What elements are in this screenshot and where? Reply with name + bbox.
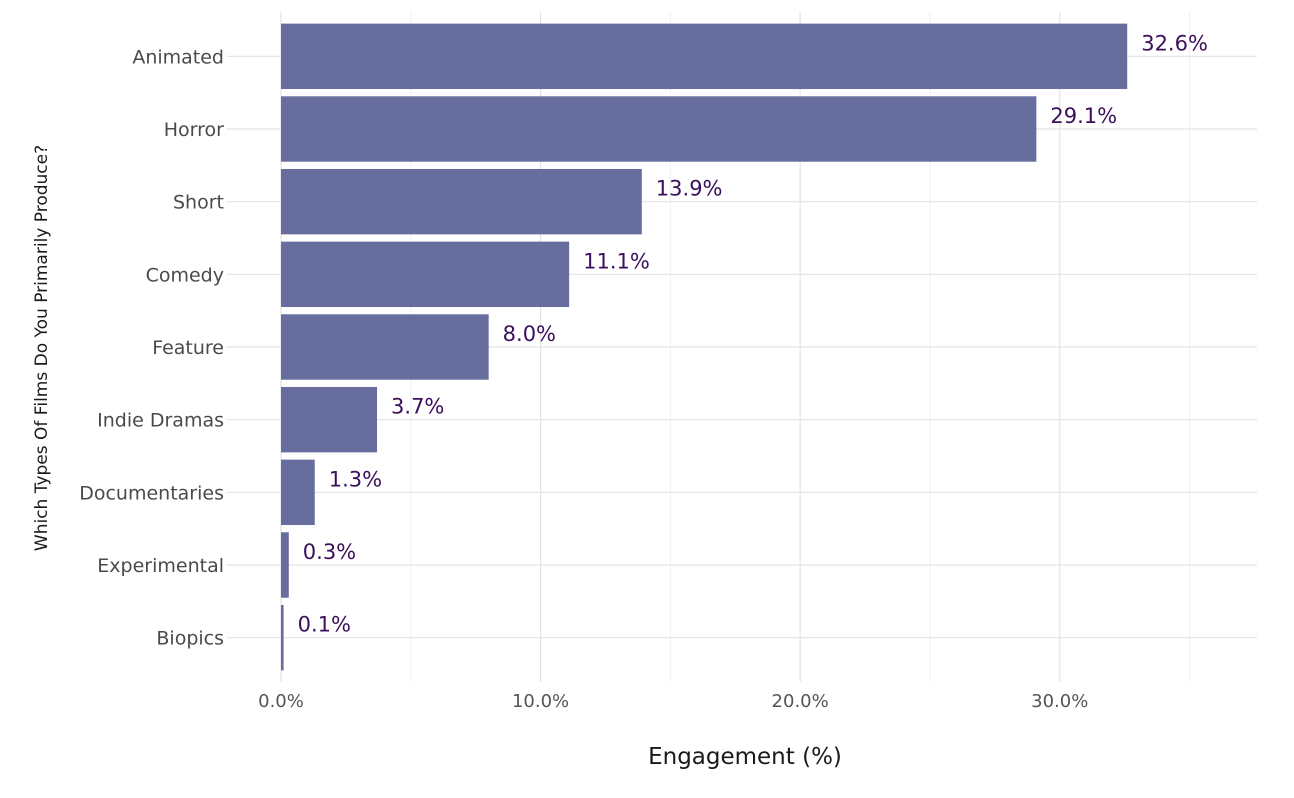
bar-short (281, 168, 642, 235)
bar-biopics (281, 604, 284, 671)
data-label: 0.3% (303, 540, 356, 564)
y-tick-label: Indie Dramas (97, 410, 224, 432)
y-tick-label: Horror (164, 119, 224, 141)
bars (281, 23, 1128, 671)
x-tick-label: 10.0% (512, 691, 569, 712)
bar-documentaries (281, 459, 315, 526)
bar-experimental (281, 532, 289, 598)
x-tick-label: 20.0% (772, 691, 829, 712)
y-tick-label: Short (173, 192, 224, 214)
data-label: 3.7% (391, 395, 444, 419)
x-axis-tick-labels: 0.0% 10.0% 20.0% 30.0% (258, 691, 1088, 712)
data-label: 0.1% (298, 613, 351, 637)
y-tick-label: Documentaries (79, 482, 224, 504)
y-tick-label: Comedy (146, 264, 224, 286)
y-tick-label: Animated (132, 46, 224, 68)
bar-comedy (281, 241, 570, 308)
bar-horror (281, 96, 1037, 162)
x-tick-label: 30.0% (1031, 691, 1088, 712)
data-label: 32.6% (1141, 31, 1208, 55)
bar-indie-dramas (281, 386, 378, 453)
bar-animated (281, 23, 1128, 90)
y-axis-title: Which Types Of Films Do You Primarily Pr… (32, 145, 52, 551)
y-tick-label: Feature (152, 337, 224, 359)
data-label: 29.1% (1050, 104, 1117, 128)
x-axis-title: Engagement (%) (648, 744, 842, 770)
bar-feature (281, 314, 489, 380)
y-axis-tick-labels: Animated Horror Short Comedy Feature Indie Dr… (79, 46, 224, 649)
data-label: 1.3% (329, 467, 382, 491)
data-label: 8.0% (503, 322, 556, 346)
data-labels: 32.6% 29.1% 13.9% 11.1% 8.0% 3.7% 1.3% 0.3% 0.1% (298, 31, 1208, 636)
data-label: 13.9% (656, 177, 723, 201)
x-tick-label: 0.0% (258, 691, 304, 712)
y-tick-label: Experimental (97, 555, 224, 577)
data-label: 11.1% (583, 249, 650, 273)
y-tick-label: Biopics (156, 628, 224, 650)
